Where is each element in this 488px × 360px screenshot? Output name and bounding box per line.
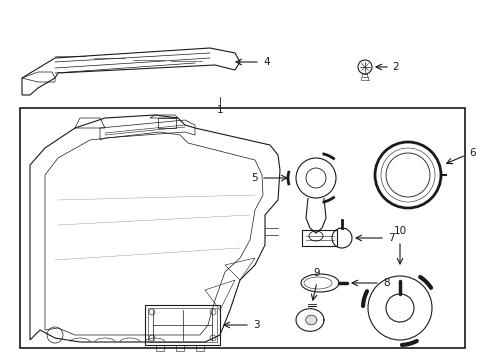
Bar	[302, 230, 336, 246]
Text: 1: 1	[216, 105, 223, 115]
Text: 2: 2	[391, 62, 398, 72]
Bar	[156, 345, 163, 351]
Bar	[20, 108, 464, 348]
Text: 3: 3	[252, 320, 259, 330]
Text: 7: 7	[387, 233, 394, 243]
Text: 8: 8	[382, 278, 389, 288]
Polygon shape	[305, 315, 316, 325]
Bar	[176, 345, 183, 351]
Bar	[145, 305, 220, 345]
Text: 9: 9	[313, 268, 320, 278]
Bar	[196, 345, 203, 351]
Text: 5: 5	[251, 173, 258, 183]
Bar	[148, 308, 217, 342]
Text: 4: 4	[263, 57, 269, 67]
Text: 10: 10	[393, 226, 406, 236]
Bar	[158, 118, 176, 128]
Text: 6: 6	[468, 148, 475, 158]
